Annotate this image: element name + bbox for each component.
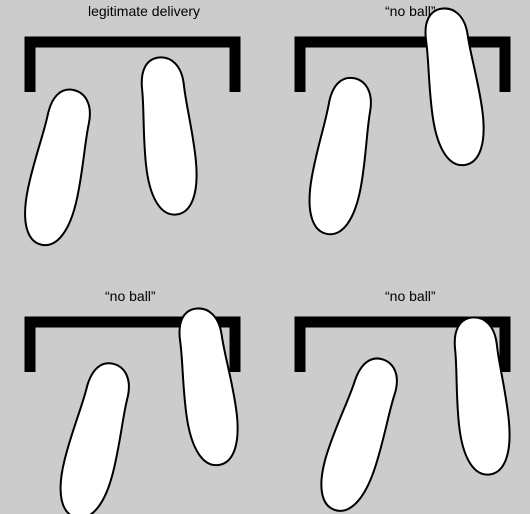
footprint-right (418, 5, 490, 168)
panel-top-right (300, 5, 505, 238)
footprint-left (311, 352, 407, 514)
caption-bottom-right: “no ball” (385, 288, 436, 304)
caption-top-left: legitimate delivery (88, 3, 200, 19)
panel-top-left (17, 42, 235, 250)
footprint-left (52, 358, 139, 514)
caption-bottom-left: “no ball” (105, 288, 156, 304)
diagram-canvas (0, 0, 530, 514)
panel-bottom-right (300, 315, 514, 514)
footprint-left (303, 74, 380, 238)
caption-top-right: “no ball” (385, 3, 436, 19)
panel-bottom-left (30, 305, 244, 514)
crease-line (30, 42, 235, 92)
footprint-right (135, 55, 201, 217)
footprint-left (17, 85, 99, 250)
